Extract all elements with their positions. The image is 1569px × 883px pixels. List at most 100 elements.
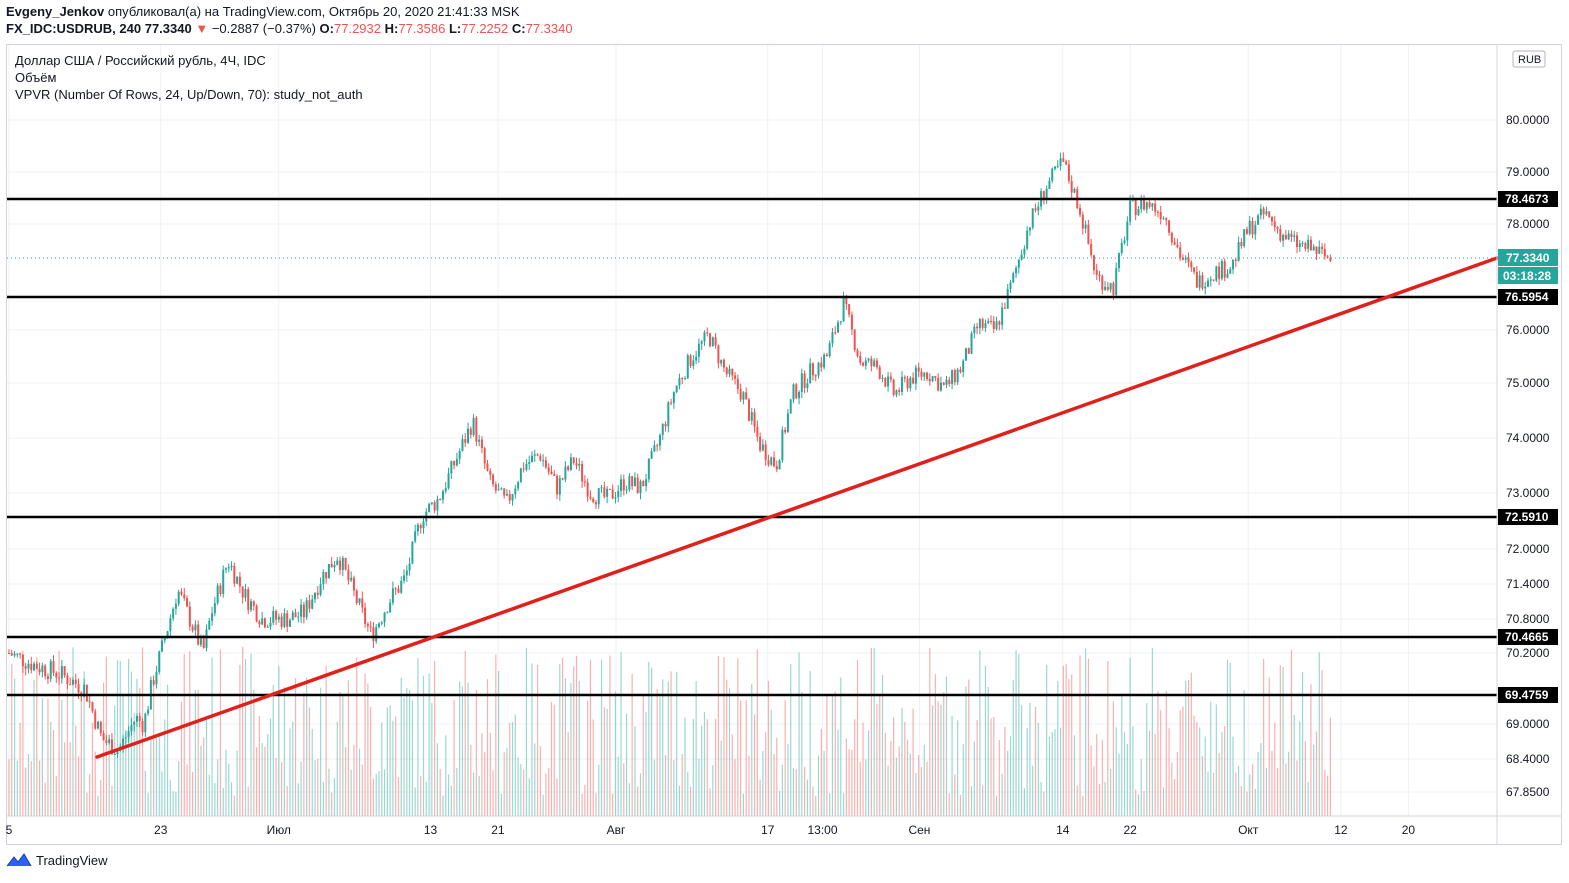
candle-body — [99, 721, 102, 734]
volume-bar — [275, 757, 277, 816]
candle-body — [13, 653, 16, 656]
candle-body — [74, 679, 77, 685]
volume-bar — [851, 749, 853, 816]
candle-body — [850, 314, 853, 330]
candle-body — [127, 731, 130, 738]
volume-bar — [83, 671, 85, 816]
candle-body — [1012, 273, 1015, 283]
candle-body — [889, 376, 892, 380]
volume-bar — [1062, 665, 1064, 816]
volume-bar — [1034, 706, 1037, 816]
candle-body — [447, 473, 450, 489]
volume-bar — [133, 712, 135, 816]
candle-body — [486, 463, 489, 471]
volume-bar — [80, 691, 82, 816]
candle-body — [784, 429, 787, 433]
volume-bar — [595, 792, 597, 816]
candle-body — [594, 502, 597, 505]
volume-bar — [272, 685, 274, 816]
volume-bar — [414, 787, 416, 816]
volume-bar — [439, 769, 441, 816]
volume-bar — [333, 778, 336, 816]
volume-bar — [887, 765, 889, 816]
volume-bar — [831, 694, 834, 816]
candle-body — [875, 360, 878, 368]
candle-body — [116, 750, 119, 754]
candle-body — [631, 476, 634, 487]
candle-body — [286, 613, 289, 627]
x-tick-label: Окт — [1238, 823, 1259, 837]
volume-bar — [372, 778, 375, 816]
candle-body — [628, 476, 631, 490]
currency-badge — [1512, 50, 1546, 68]
volume-bar — [428, 673, 430, 816]
volume-bar — [840, 677, 842, 816]
candle-body — [1165, 218, 1168, 221]
candle-body — [341, 557, 344, 570]
candle-body — [467, 428, 470, 443]
candle-body — [692, 360, 695, 366]
volume-bar — [108, 742, 110, 816]
candle-body — [180, 591, 183, 595]
candle-body — [1206, 280, 1209, 287]
candle-body — [892, 379, 895, 395]
author-name[interactable]: Evgeny_Jenkov — [6, 4, 105, 19]
legend-volume[interactable]: Объём — [15, 70, 57, 85]
level-price-label: 78.4673 — [1505, 192, 1549, 206]
candle-body — [344, 557, 347, 570]
candle-body — [642, 481, 645, 487]
candle-body — [113, 753, 116, 755]
candle-body — [706, 332, 709, 334]
volume-bar — [119, 661, 121, 816]
volume-bar — [909, 753, 911, 816]
volume-bar — [792, 768, 795, 816]
candle-body — [828, 343, 831, 357]
candle-body — [984, 323, 987, 328]
volume-bar — [361, 764, 363, 816]
volume-bar — [1210, 701, 1212, 816]
volume-bar — [50, 721, 52, 816]
volume-bar — [158, 733, 160, 816]
candle-body — [581, 463, 584, 482]
volume-bar — [1093, 766, 1095, 816]
candle-body — [900, 377, 903, 393]
volume-bar — [656, 689, 658, 816]
volume-bar — [648, 661, 650, 816]
volume-bar — [692, 718, 694, 816]
candle-body — [672, 392, 675, 404]
volume-bar — [1271, 750, 1273, 816]
horizontal-levels — [7, 197, 1497, 697]
legend-vpvr[interactable]: VPVR (Number Of Rows, 24, Up/Down, 70): … — [15, 87, 363, 102]
volume-bar — [945, 676, 948, 816]
candle-body — [978, 319, 981, 329]
trend-line[interactable] — [95, 256, 1499, 759]
volume-bar — [283, 686, 286, 816]
candle-body — [837, 322, 840, 333]
candle-body — [625, 489, 628, 491]
footer-brand[interactable]: TradingView — [6, 852, 108, 868]
candle-body — [1284, 234, 1287, 240]
volume-bar — [895, 757, 898, 816]
volume-bar — [311, 728, 313, 816]
volume-bar — [342, 696, 344, 816]
volume-bar — [425, 781, 427, 816]
candle-body — [58, 677, 61, 679]
volume-bar — [1224, 726, 1226, 816]
candle-body — [1287, 233, 1290, 240]
volume-bar — [1121, 693, 1123, 816]
volume-bar — [164, 719, 166, 816]
tradingview-brand-text: TradingView — [36, 852, 108, 868]
volume-bar — [817, 755, 820, 816]
candle-body — [530, 455, 533, 463]
candle-body — [350, 577, 353, 581]
candle-body — [472, 417, 475, 435]
volume-bar — [205, 716, 208, 816]
candle-body — [575, 463, 578, 466]
candle-body — [583, 481, 586, 483]
volume-bar — [854, 719, 856, 816]
volume-bar — [1090, 745, 1092, 816]
volume-bar — [542, 794, 544, 816]
volume-bar — [1307, 782, 1309, 816]
candle-body — [230, 565, 233, 568]
